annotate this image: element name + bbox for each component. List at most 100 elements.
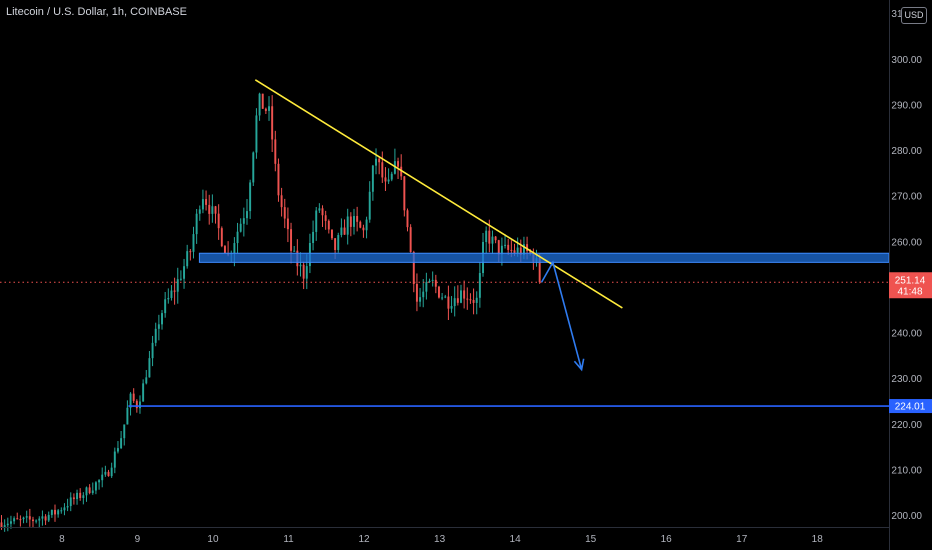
support-price-label: 224.01: [895, 402, 926, 413]
arrow-head: [573, 358, 585, 372]
candle-body: [22, 517, 25, 520]
candle-body: [161, 313, 163, 325]
candle-body: [293, 250, 296, 252]
candle-body: [365, 219, 368, 231]
candle-body: [195, 213, 198, 235]
chart-title: Litecoin / U.S. Dollar, 1h, COINBASE: [6, 6, 187, 18]
candle-body: [491, 236, 494, 244]
candle-body: [359, 221, 362, 228]
candle-body: [236, 231, 239, 244]
candle-body: [201, 199, 204, 210]
candle-body: [6, 523, 9, 526]
candle-body: [415, 283, 418, 302]
candle-body: [349, 216, 352, 227]
time-axis[interactable]: 8 9 10 11 12 13 14 15 16 17 18: [59, 534, 823, 545]
candle-body: [444, 296, 447, 298]
candle-body: [283, 207, 286, 219]
x-tick-label: 13: [434, 534, 446, 545]
last-price-label: 251.14: [895, 275, 926, 286]
candle-body: [66, 506, 69, 508]
candle-body: [98, 480, 101, 483]
x-tick-label: 8: [59, 534, 65, 545]
trendline: [254, 79, 623, 309]
candle-body: [170, 290, 173, 298]
candle-body: [450, 306, 453, 309]
candle-body: [343, 227, 346, 235]
candle-body: [384, 177, 387, 182]
candle-body: [249, 182, 252, 212]
candle-body: [513, 250, 516, 253]
candle-body: [186, 251, 189, 267]
candle-body: [79, 492, 82, 498]
candle-body: [47, 514, 50, 521]
candle-body: [403, 176, 406, 211]
candle-body: [425, 282, 428, 292]
candle-body: [258, 93, 261, 116]
candle-body: [305, 266, 308, 279]
candle-body: [211, 206, 214, 214]
candle-body: [107, 471, 110, 477]
countdown-label: 41:48: [897, 286, 922, 297]
currency-badge[interactable]: USD: [901, 7, 927, 24]
candle-body: [91, 490, 94, 494]
price-axis[interactable]: 200.00210.00220.00230.00240.00250.00260.…: [891, 9, 922, 522]
y-tick-label: 200.00: [891, 511, 922, 522]
candle-body: [321, 208, 324, 216]
candle-body: [242, 218, 245, 224]
candle-body: [110, 467, 113, 477]
candle-body: [422, 291, 425, 298]
candle-body: [57, 510, 60, 515]
candle-body: [469, 299, 472, 301]
candle-body: [0, 522, 3, 528]
candle-body: [447, 296, 450, 309]
candle-body: [179, 278, 182, 280]
candle-body: [324, 215, 327, 221]
candle-body: [123, 424, 126, 439]
candle-body: [239, 223, 242, 232]
candle-body: [208, 204, 211, 214]
candle-body: [497, 240, 500, 255]
candle-body: [280, 195, 283, 208]
candle-body: [472, 299, 475, 303]
candle-body: [315, 210, 318, 232]
candle-body: [94, 482, 97, 491]
y-tick-label: 300.00: [891, 55, 922, 66]
candle-body: [419, 297, 422, 302]
candle-body: [356, 216, 359, 222]
candle-body: [44, 516, 47, 521]
candle-body: [101, 474, 104, 481]
candle-body: [400, 166, 403, 177]
y-tick-label: 260.00: [891, 237, 922, 248]
candle-body: [205, 199, 208, 205]
candle-body: [72, 497, 75, 500]
candle-body: [387, 179, 390, 182]
candle-body: [271, 106, 274, 140]
candle-body: [538, 258, 541, 283]
candle-body: [353, 216, 355, 227]
candles: [0, 92, 541, 532]
candle-body: [164, 299, 167, 314]
candle-body: [233, 243, 236, 254]
y-tick-label: 210.00: [891, 465, 922, 476]
candle-body: [500, 245, 503, 255]
candle-body: [390, 173, 393, 180]
candle-body: [28, 516, 31, 520]
candle-body: [510, 249, 513, 251]
candle-body: [220, 228, 223, 247]
y-tick-label: 230.00: [891, 374, 922, 385]
candle-body: [246, 211, 248, 219]
candle-body: [16, 518, 19, 520]
candle-body: [261, 93, 264, 109]
candle-body: [139, 401, 141, 409]
candle-body: [460, 290, 462, 303]
candle-body: [132, 393, 135, 401]
candle-body: [368, 191, 371, 220]
candle-body: [286, 218, 289, 230]
candle-body: [494, 236, 497, 241]
candle-body: [126, 407, 129, 425]
candle-body: [274, 139, 277, 164]
candle-body: [371, 165, 374, 192]
candle-body: [312, 231, 315, 244]
candle-body: [378, 158, 381, 163]
